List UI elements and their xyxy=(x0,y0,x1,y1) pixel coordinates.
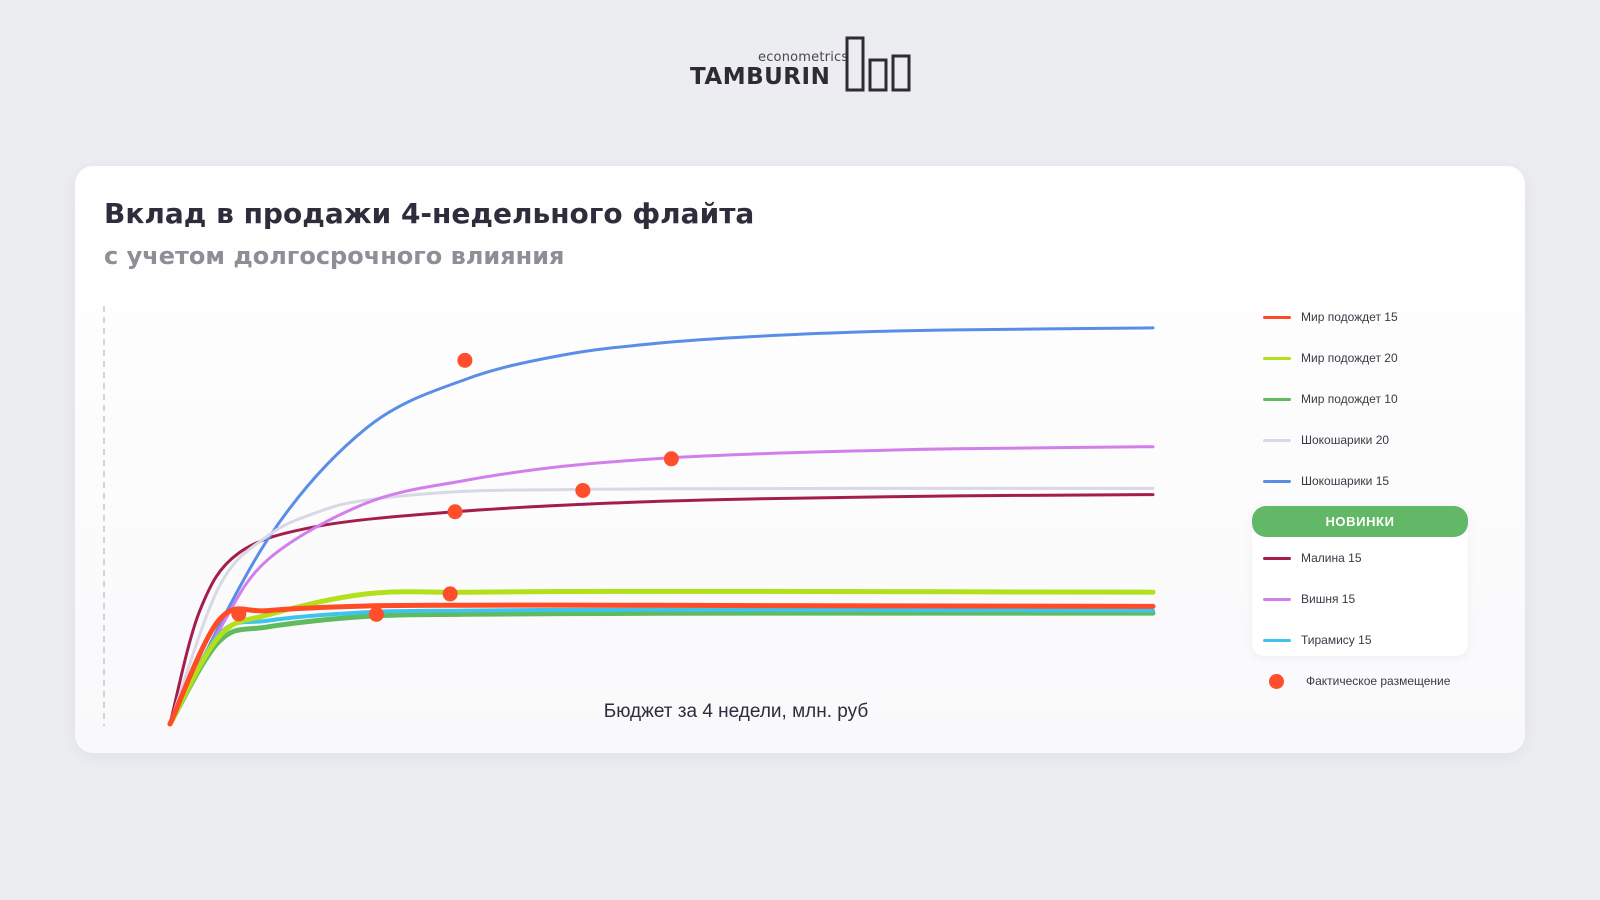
legend-label: Вишня 15 xyxy=(1301,592,1356,606)
legend-marker-dot xyxy=(1269,673,1284,689)
legend-item-8: Тирамису 15 xyxy=(1263,631,1372,649)
bar-chart-logo-icon xyxy=(845,36,911,92)
series-line-3 xyxy=(167,610,1156,727)
series-line-2 xyxy=(167,588,1156,727)
legend-swatch xyxy=(1263,479,1291,483)
legend-swatch xyxy=(1263,638,1291,642)
chart-card: Вклад в продажи 4-недельного флайта с уч… xyxy=(75,166,1525,753)
series-line-6 xyxy=(168,493,1155,726)
legend-label: Шокошарики 15 xyxy=(1301,474,1390,488)
legend-item-7: Вишня 15 xyxy=(1263,590,1355,608)
legend-swatch xyxy=(1263,356,1291,360)
legend-label: Мир подождет 10 xyxy=(1301,392,1398,406)
legend-swatch xyxy=(1263,556,1291,560)
chart-subtitle: с учетом долгосрочного влияния xyxy=(104,242,565,270)
actual-placement-marker-2 xyxy=(442,586,458,602)
legend-item-5: Шокошарики 15 xyxy=(1263,472,1389,490)
legend-item-4: Шокошарики 20 xyxy=(1263,431,1389,449)
legend-swatch xyxy=(1263,397,1291,401)
legend-label: Мир подождет 20 xyxy=(1301,351,1398,365)
line-chart xyxy=(103,306,1156,727)
chart-title: Вклад в продажи 4-недельного флайта xyxy=(104,197,755,230)
series-line-7 xyxy=(168,445,1155,726)
legend-item-2: Мир подождет 20 xyxy=(1263,349,1398,367)
legend-item-actual-placement: Фактическое размещение xyxy=(1263,672,1450,690)
series-line-4 xyxy=(168,486,1155,726)
tamburin-logo: econometrics TAMBURIN xyxy=(690,36,912,94)
legend-swatch xyxy=(1263,438,1291,442)
actual-placement-marker-7 xyxy=(663,451,679,467)
legend-label: Малина 15 xyxy=(1301,551,1362,565)
logo-tagline: econometrics xyxy=(758,50,849,65)
actual-placement-markers xyxy=(231,352,679,622)
legend-item-3: Мир подождет 10 xyxy=(1263,390,1398,408)
series-lines xyxy=(167,326,1156,727)
legend-swatch xyxy=(1263,315,1291,319)
legend-label: Тирамису 15 xyxy=(1301,633,1372,647)
legend-item-1: Мир подождет 15 xyxy=(1263,308,1398,326)
legend-label: Фактическое размещение xyxy=(1306,674,1451,688)
actual-placement-marker-4 xyxy=(575,482,591,498)
x-axis-label: Бюджет за 4 недели, млн. руб xyxy=(603,701,869,722)
legend-swatch xyxy=(1263,597,1291,601)
logo-wordmark: TAMBURIN xyxy=(690,64,831,90)
legend-label: Мир подождет 15 xyxy=(1301,310,1398,324)
legend-item-6: Малина 15 xyxy=(1263,549,1362,567)
actual-placement-marker-1 xyxy=(231,606,247,622)
legend-new-products-header: НОВИНКИ xyxy=(1252,506,1468,537)
legend-label: Шокошарики 20 xyxy=(1301,433,1390,447)
actual-placement-marker-5 xyxy=(457,352,473,368)
actual-placement-marker-6 xyxy=(447,504,463,520)
actual-placement-marker-3 xyxy=(368,606,384,622)
series-line-5 xyxy=(168,326,1155,726)
